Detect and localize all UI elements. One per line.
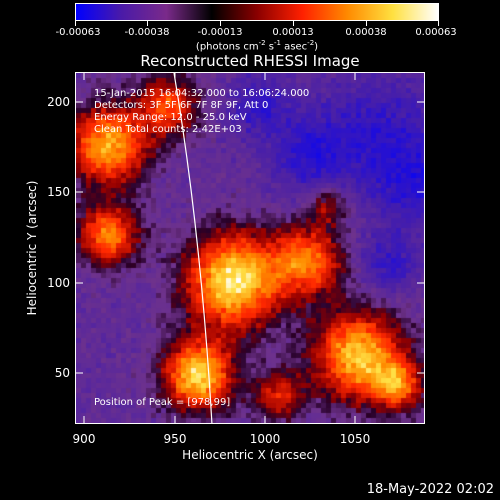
colorbar-unit-label: (photons cm-2 s-1 asec-2): [195, 39, 319, 53]
y-tick-label: 150: [47, 185, 70, 199]
x-tick-label: 1050: [339, 432, 371, 446]
colorbar-tick: [220, 21, 221, 26]
colorbar: [75, 3, 439, 21]
rhessi-image: [75, 72, 425, 424]
y-tick-label: 100: [47, 276, 70, 290]
y-axis-title: Heliocentric Y (arcsec): [25, 180, 39, 316]
colorbar-tick-label: 0.00038: [345, 27, 387, 38]
plot-title: Reconstructed RHESSI Image: [140, 52, 360, 70]
y-tick-label: 200: [47, 95, 70, 109]
info-detectors: Detectors: 3F 5F 6F 7F 8F 9F, Att 0: [94, 100, 269, 111]
colorbar-tick: [75, 21, 76, 26]
colorbar-tick-label: -0.00038: [124, 27, 170, 38]
x-tick-label: 1000: [249, 432, 281, 446]
x-axis-title: Heliocentric X (arcsec): [182, 448, 318, 462]
y-tick-label: 50: [54, 366, 70, 380]
heatmap-canvas: [76, 73, 424, 423]
x-tick-label: 900: [72, 432, 96, 446]
colorbar-tick: [438, 21, 439, 26]
info-time-range: 15-Jan-2015 16:04:32.000 to 16:06:24.000: [94, 88, 310, 99]
limb-line: [173, 73, 213, 423]
info-clean-counts: Clean Total counts: 2.42E+03: [94, 124, 242, 135]
render-timestamp: 18-May-2022 02:02: [366, 482, 494, 497]
colorbar-tick: [366, 21, 367, 26]
peak-position-label: Position of Peak = [978,99]: [94, 397, 231, 408]
colorbar-tick-label: -0.00063: [55, 27, 101, 38]
colorbar-tick: [293, 21, 294, 26]
colorbar-tick-label: 0.00013: [272, 27, 314, 38]
colorbar-tick-label: 0.00063: [415, 27, 457, 38]
info-energy-range: Energy Range: 12.0 - 25.0 keV: [94, 112, 247, 123]
colorbar-tick: [147, 21, 148, 26]
x-tick-label: 950: [163, 432, 187, 446]
colorbar-tick-label: -0.00013: [197, 27, 243, 38]
